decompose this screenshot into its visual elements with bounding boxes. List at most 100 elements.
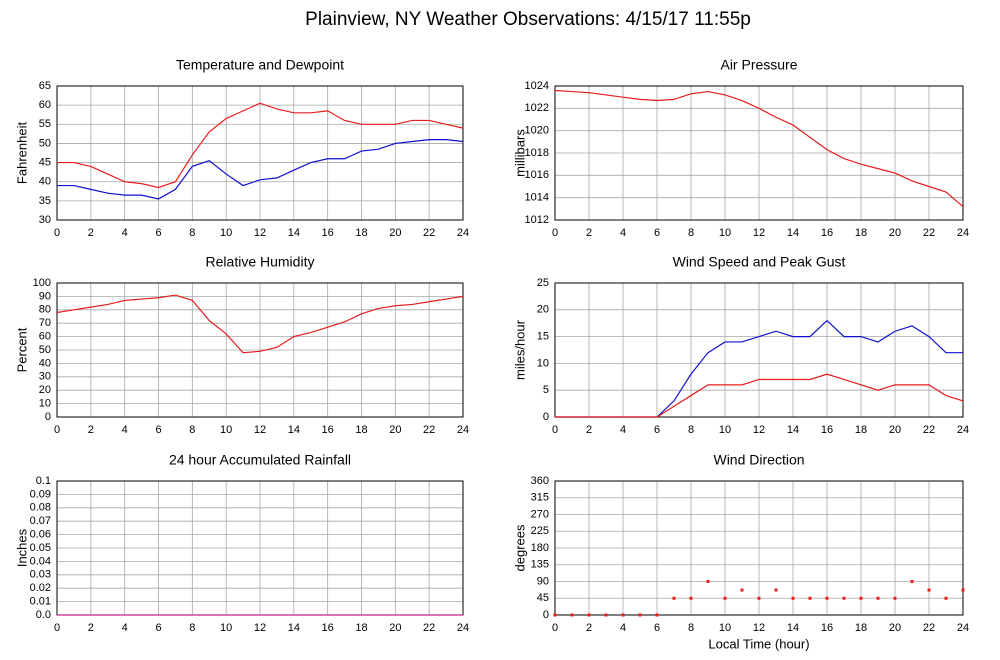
data-line bbox=[555, 373, 964, 418]
chart-title: Relative Humidity bbox=[206, 254, 315, 270]
y-tick-label: 1012 bbox=[525, 214, 549, 226]
x-tick-label: 22 bbox=[423, 424, 435, 436]
x-tick-label: 14 bbox=[787, 622, 799, 634]
x-tick-label: 18 bbox=[355, 622, 367, 634]
chart-title: Wind Speed and Peak Gust bbox=[673, 254, 846, 270]
y-tick-label: 0 bbox=[543, 609, 549, 621]
y-tick-label: 15 bbox=[537, 331, 549, 343]
data-point bbox=[604, 613, 608, 617]
x-tick-label: 6 bbox=[654, 227, 660, 239]
data-point bbox=[638, 613, 642, 617]
x-tick-label: 10 bbox=[220, 424, 232, 436]
x-tick-label: 18 bbox=[355, 227, 367, 239]
x-tick-label: 16 bbox=[821, 227, 833, 239]
x-tick-label: 0 bbox=[552, 424, 558, 436]
y-tick-label: 45 bbox=[537, 592, 549, 604]
x-tick-label: 8 bbox=[189, 622, 195, 634]
y-tick-label: 0.05 bbox=[30, 542, 51, 554]
x-tick-label: 10 bbox=[220, 227, 232, 239]
data-point bbox=[757, 596, 761, 600]
y-axis-label: millibars bbox=[512, 129, 527, 177]
y-tick-label: 55 bbox=[39, 118, 51, 130]
y-tick-label: 50 bbox=[39, 137, 51, 149]
data-point bbox=[791, 596, 795, 600]
x-tick-label: 4 bbox=[620, 227, 626, 239]
x-tick-label: 12 bbox=[753, 424, 765, 436]
y-tick-label: 70 bbox=[39, 317, 51, 329]
plot-frame bbox=[56, 282, 464, 418]
plot-frame bbox=[554, 85, 964, 221]
x-tick-label: 22 bbox=[923, 227, 935, 239]
y-axis-label: Inches bbox=[14, 528, 29, 567]
y-tick-label: 40 bbox=[39, 357, 51, 369]
y-tick-label: 0.03 bbox=[30, 569, 51, 581]
y-tick-label: 1014 bbox=[525, 192, 549, 204]
data-point bbox=[672, 596, 676, 600]
data-point bbox=[944, 596, 948, 600]
x-tick-label: 4 bbox=[122, 622, 128, 634]
chart-panel: Wind Speed and Peak Gust miles/hour 0 5 10 15… bbox=[512, 254, 969, 436]
x-tick-label: 12 bbox=[254, 227, 266, 239]
x-tick-label: 4 bbox=[122, 424, 128, 436]
y-tick-label: 80 bbox=[39, 304, 51, 316]
y-tick-label: 315 bbox=[531, 492, 549, 504]
x-tick-label: 4 bbox=[122, 227, 128, 239]
data-point bbox=[961, 588, 965, 592]
data-point bbox=[706, 580, 710, 583]
y-tick-label: 135 bbox=[531, 559, 549, 571]
x-tick-label: 16 bbox=[821, 622, 833, 634]
data-point bbox=[859, 596, 863, 600]
x-tick-label: 16 bbox=[322, 424, 334, 436]
x-tick-label: 10 bbox=[220, 622, 232, 634]
x-tick-label: 12 bbox=[753, 622, 765, 634]
y-tick-label: 0.09 bbox=[30, 488, 51, 500]
x-tick-label: 4 bbox=[620, 424, 626, 436]
x-tick-label: 18 bbox=[855, 424, 867, 436]
plot-frame bbox=[554, 282, 964, 418]
x-tick-label: 22 bbox=[423, 227, 435, 239]
y-axis-label: degrees bbox=[512, 524, 527, 571]
data-point bbox=[723, 596, 727, 600]
y-tick-label: 35 bbox=[39, 195, 51, 207]
y-axis-label: miles/hour bbox=[512, 319, 527, 380]
data-line bbox=[57, 139, 464, 200]
y-tick-label: 25 bbox=[537, 277, 549, 289]
x-tick-label: 2 bbox=[586, 424, 592, 436]
data-point bbox=[910, 580, 914, 583]
y-tick-label: 60 bbox=[39, 331, 51, 343]
data-point bbox=[808, 596, 812, 600]
y-axis-label: Fahrenheit bbox=[14, 122, 29, 185]
y-tick-label: 0.04 bbox=[30, 555, 51, 567]
x-tick-label: 8 bbox=[189, 424, 195, 436]
x-tick-label: 14 bbox=[288, 227, 300, 239]
x-tick-label: 6 bbox=[155, 424, 161, 436]
x-tick-label: 20 bbox=[889, 622, 901, 634]
y-tick-label: 30 bbox=[39, 371, 51, 383]
plot-frame bbox=[56, 85, 464, 221]
x-tick-label: 0 bbox=[552, 227, 558, 239]
y-tick-label: 0 bbox=[543, 411, 549, 423]
y-tick-label: 20 bbox=[39, 384, 51, 396]
y-tick-label: 270 bbox=[531, 508, 549, 520]
x-tick-label: 10 bbox=[719, 622, 731, 634]
y-tick-label: 60 bbox=[39, 99, 51, 111]
y-tick-label: 0.02 bbox=[30, 582, 51, 594]
y-tick-label: 0.07 bbox=[30, 515, 51, 527]
x-tick-label: 6 bbox=[155, 227, 161, 239]
data-point bbox=[587, 613, 591, 617]
y-tick-label: 1024 bbox=[525, 80, 549, 92]
y-tick-label: 1018 bbox=[525, 147, 549, 159]
chart-panel: Air Pressuremillibars1012101410161018102… bbox=[512, 57, 969, 239]
x-tick-label: 2 bbox=[88, 622, 94, 634]
x-tick-label: 2 bbox=[88, 227, 94, 239]
x-tick-label: 14 bbox=[787, 227, 799, 239]
x-tick-label: 6 bbox=[654, 424, 660, 436]
x-axis-label: Local Time (hour) bbox=[708, 636, 809, 651]
x-tick-label: 6 bbox=[155, 622, 161, 634]
x-tick-label: 18 bbox=[855, 622, 867, 634]
y-tick-label: 0.0 bbox=[36, 609, 51, 621]
x-tick-label: 12 bbox=[254, 622, 266, 634]
x-tick-label: 14 bbox=[787, 424, 799, 436]
x-tick-label: 14 bbox=[288, 622, 300, 634]
x-tick-label: 18 bbox=[355, 424, 367, 436]
